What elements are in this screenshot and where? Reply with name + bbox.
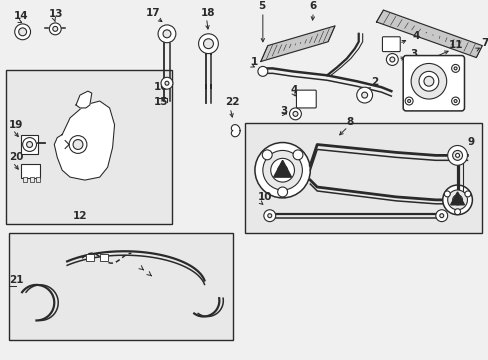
Circle shape <box>73 140 83 149</box>
Circle shape <box>277 187 287 197</box>
Circle shape <box>442 185 471 215</box>
Circle shape <box>161 77 173 89</box>
Circle shape <box>423 76 433 86</box>
Polygon shape <box>76 91 92 108</box>
Bar <box>37 177 41 182</box>
Text: 3: 3 <box>409 49 417 59</box>
Circle shape <box>447 190 467 210</box>
Circle shape <box>257 67 267 76</box>
Circle shape <box>356 87 372 103</box>
Polygon shape <box>260 26 334 62</box>
Text: 1: 1 <box>250 58 258 67</box>
Polygon shape <box>54 101 114 180</box>
Text: 19: 19 <box>9 120 23 130</box>
Circle shape <box>267 214 271 218</box>
Text: 18: 18 <box>200 8 215 18</box>
Text: 3: 3 <box>280 106 287 116</box>
Text: 22: 22 <box>225 97 239 107</box>
Text: 4: 4 <box>411 31 419 41</box>
Text: 9: 9 <box>467 136 474 147</box>
Polygon shape <box>376 10 481 58</box>
Circle shape <box>361 92 367 98</box>
Circle shape <box>407 99 410 103</box>
Circle shape <box>49 23 61 35</box>
Bar <box>22 177 26 182</box>
Circle shape <box>292 150 302 160</box>
Circle shape <box>263 150 302 190</box>
Circle shape <box>19 28 26 36</box>
Text: 20: 20 <box>9 152 23 162</box>
Circle shape <box>26 141 33 148</box>
Bar <box>244 123 481 234</box>
Circle shape <box>453 67 456 70</box>
Bar <box>6 70 172 224</box>
Bar <box>29 177 34 182</box>
Bar <box>100 254 107 261</box>
Circle shape <box>270 158 294 182</box>
Text: 12: 12 <box>73 211 87 221</box>
Text: 4: 4 <box>290 85 297 95</box>
Circle shape <box>451 64 459 72</box>
Circle shape <box>410 63 446 99</box>
Circle shape <box>386 54 397 66</box>
Circle shape <box>203 39 213 49</box>
Circle shape <box>15 24 30 40</box>
Text: 14: 14 <box>14 11 28 21</box>
Circle shape <box>22 138 37 152</box>
Text: 17: 17 <box>146 8 161 18</box>
Circle shape <box>454 209 460 215</box>
FancyBboxPatch shape <box>296 90 316 108</box>
Circle shape <box>262 150 272 160</box>
Circle shape <box>453 99 456 103</box>
Circle shape <box>464 191 470 197</box>
Text: 6: 6 <box>309 1 316 11</box>
Circle shape <box>277 165 287 175</box>
Circle shape <box>292 111 297 116</box>
Text: 7: 7 <box>480 38 488 48</box>
Circle shape <box>69 136 87 153</box>
FancyBboxPatch shape <box>403 55 464 111</box>
Text: 21: 21 <box>9 275 23 285</box>
Bar <box>20 135 39 154</box>
Text: 15: 15 <box>154 97 168 107</box>
Bar <box>86 254 94 261</box>
Bar <box>20 164 41 178</box>
Text: 11: 11 <box>448 40 462 50</box>
Circle shape <box>444 191 449 197</box>
Text: 2: 2 <box>371 77 378 87</box>
Text: 10: 10 <box>257 192 272 202</box>
Circle shape <box>439 214 443 218</box>
Text: 5: 5 <box>258 1 265 11</box>
Circle shape <box>405 97 412 105</box>
Circle shape <box>163 30 171 38</box>
Circle shape <box>452 195 462 205</box>
Polygon shape <box>231 125 240 137</box>
Polygon shape <box>450 192 464 205</box>
Circle shape <box>435 210 447 222</box>
Circle shape <box>198 34 218 54</box>
Circle shape <box>158 25 176 43</box>
FancyBboxPatch shape <box>382 37 399 51</box>
Circle shape <box>455 153 459 157</box>
Circle shape <box>164 81 168 85</box>
Circle shape <box>289 108 301 120</box>
Text: 13: 13 <box>48 9 63 19</box>
Circle shape <box>452 150 462 160</box>
Circle shape <box>264 210 275 222</box>
Circle shape <box>53 26 58 31</box>
Circle shape <box>254 143 310 198</box>
Circle shape <box>389 57 394 62</box>
Polygon shape <box>273 160 291 177</box>
Circle shape <box>447 145 467 165</box>
Text: 8: 8 <box>346 117 353 127</box>
Circle shape <box>451 97 459 105</box>
Bar <box>9 234 233 340</box>
Circle shape <box>418 71 438 91</box>
Text: 16: 16 <box>154 82 168 92</box>
